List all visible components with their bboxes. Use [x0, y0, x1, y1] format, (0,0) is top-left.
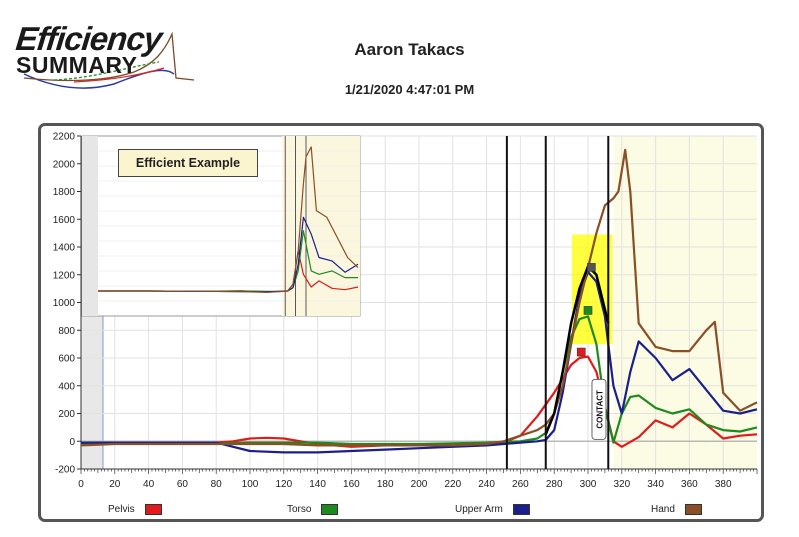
x-tick-label: 120 — [275, 479, 292, 490]
inset-left-shaded — [82, 136, 98, 316]
x-tick-label: 40 — [143, 479, 155, 490]
pelvis-peak-marker — [576, 347, 586, 357]
x-tick-label: 20 — [109, 479, 121, 490]
y-tick-label: 1800 — [53, 187, 76, 198]
x-tick-label: 140 — [309, 479, 326, 490]
x-tick-label: 220 — [444, 479, 461, 490]
logo-waveform — [23, 31, 195, 89]
legend-swatch-hand — [684, 504, 702, 515]
logo-word-summary: SUMMARY — [16, 52, 138, 78]
x-tick-label: 260 — [512, 479, 529, 490]
y-tick-label: 2000 — [53, 159, 76, 170]
upper-arm-line — [81, 270, 758, 454]
x-tick-label: 320 — [613, 479, 630, 490]
y-tick-label: 200 — [58, 409, 75, 420]
legend-item-upper-arm[interactable]: Upper Arm — [455, 504, 530, 515]
y-tick-label: 1400 — [53, 243, 76, 254]
hand-line — [80, 148, 758, 447]
x-tick-label: 360 — [681, 479, 698, 490]
legend-swatch-upper-arm — [512, 504, 530, 515]
efficiency-summary-logo: Efficiency SUMMARY — [14, 20, 196, 94]
legend-swatch-pelvis — [144, 504, 162, 515]
legend-item-torso[interactable]: Torso — [287, 504, 339, 515]
contact-label: CONTACT — [595, 390, 604, 429]
legend-label-hand: Hand — [651, 504, 675, 515]
x-tick-label: 180 — [377, 479, 394, 490]
x-tick-label: 280 — [546, 479, 563, 490]
legend-label-pelvis: Pelvis — [108, 504, 135, 515]
x-tick-label: 340 — [647, 479, 664, 490]
legend-item-pelvis[interactable]: Pelvis — [108, 504, 162, 515]
legend-item-hand[interactable]: Hand — [651, 504, 702, 515]
x-tick-label: 240 — [478, 479, 495, 490]
x-tick-label: 380 — [715, 479, 732, 490]
x-tick-label: 80 — [211, 479, 223, 490]
report-timestamp: 1/21/2020 4:47:01 PM — [344, 82, 475, 97]
y-tick-label: 600 — [58, 354, 75, 365]
contact-label-box — [591, 378, 607, 440]
y-tick-label: 1200 — [53, 270, 76, 281]
x-tick-label: 0 — [78, 479, 84, 490]
x-tick-label: 300 — [580, 479, 597, 490]
y-tick-label: 2200 — [53, 132, 76, 143]
x-tick-label: 60 — [177, 479, 189, 490]
legend-label-torso: Torso — [287, 504, 312, 515]
y-tick-label: 800 — [58, 326, 75, 337]
inset-label: Efficient Example — [118, 149, 258, 177]
athlete-name: Aaron Takacs — [354, 40, 465, 59]
x-tick-label: 200 — [411, 479, 428, 490]
inset-hand-line — [98, 146, 359, 293]
y-tick-label: -200 — [55, 465, 75, 476]
x-tick-label: 160 — [343, 479, 360, 490]
peak-sequence-marker — [587, 263, 596, 272]
peak-sequence-line — [544, 265, 610, 435]
y-tick-label: 0 — [69, 437, 75, 448]
y-tick-label: 1600 — [53, 215, 76, 226]
y-tick-label: 400 — [58, 381, 75, 392]
legend-swatch-torso — [321, 504, 339, 515]
legend-label-upper-arm: Upper Arm — [455, 504, 503, 515]
chart-legend: Pelvis Torso Upper Arm Hand — [0, 500, 799, 518]
torso-peak-marker — [583, 306, 593, 315]
x-tick-label: 100 — [242, 479, 259, 490]
y-tick-label: 1000 — [53, 298, 76, 309]
